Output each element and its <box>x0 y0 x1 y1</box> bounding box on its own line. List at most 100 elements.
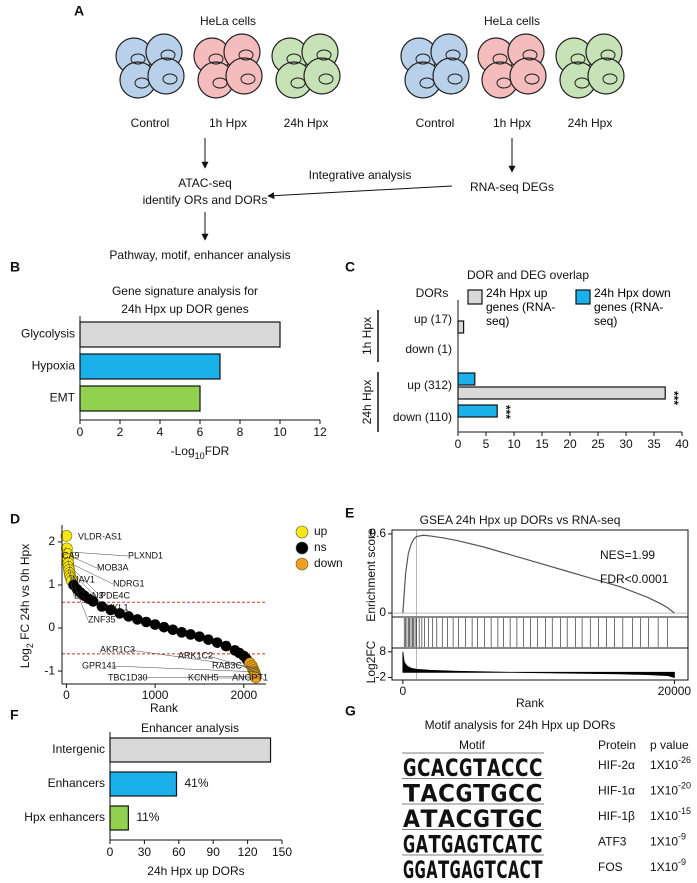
gene-label: UKL1 <box>106 602 129 612</box>
motif-letter: C <box>438 780 455 808</box>
leader-line <box>129 649 259 669</box>
panel-label: G <box>345 703 356 719</box>
y-tick-label: -2 <box>375 670 386 684</box>
x-tick-label: 5 <box>483 437 490 451</box>
legend-entry: 24h Hpx up genes (RNA-seq) <box>486 286 555 328</box>
y-tick-label: 2 <box>48 534 55 548</box>
nucleus <box>316 49 332 61</box>
x-tick-label: 0 <box>63 688 70 702</box>
x-axis-label-part: -Log <box>171 444 195 458</box>
motif-letter: G <box>450 856 461 883</box>
nucleus <box>238 49 254 61</box>
x-tick-label: 10 <box>273 425 287 439</box>
bar <box>457 320 465 334</box>
p-value-base: 1X10 <box>650 835 678 849</box>
diagram-step: identify ORs and DORs <box>143 193 268 207</box>
motif-letter: G <box>473 805 490 833</box>
nucleus <box>570 53 586 65</box>
x-tick-label: 6 <box>197 425 204 439</box>
point <box>123 611 134 622</box>
x-axis-label: 24h Hpx up DORs <box>147 864 244 878</box>
x-tick-label: 25 <box>591 437 605 451</box>
x-axis-label-part: FDR <box>205 444 230 458</box>
nucleus <box>602 73 618 85</box>
motif-letter: C <box>526 805 543 833</box>
x-axis-label: -Log10FDR <box>171 444 230 461</box>
motif-letter: C <box>456 805 473 833</box>
motif-letter: C <box>496 856 507 883</box>
motif-letter: G <box>473 856 484 883</box>
condition-label: 24h Hpx <box>284 116 329 130</box>
protein: HIF-1α <box>598 784 635 798</box>
motif-letter: T <box>479 831 492 859</box>
condition-label: 24h Hpx <box>568 116 613 130</box>
table-title: Motif analysis for 24h Hpx up DORs <box>425 718 616 732</box>
nucleus <box>318 73 334 85</box>
nucleus <box>240 73 256 85</box>
motif-letter: C <box>515 754 529 782</box>
leader-line <box>111 665 261 673</box>
y-tick-label: 0 <box>48 620 55 634</box>
diagram-step: RNA-seq DEGs <box>470 180 554 194</box>
category-label: Hypoxia <box>32 359 76 373</box>
y-tick-label: 1 <box>48 577 55 591</box>
point <box>194 631 205 642</box>
p-value-exponent: -9 <box>678 832 686 842</box>
significance: *** <box>499 405 513 419</box>
x-tick-label: 15 <box>535 437 549 451</box>
bar <box>457 372 476 386</box>
point <box>158 621 170 633</box>
motif-letter: C <box>417 754 431 782</box>
x-tick-label: 2000 <box>230 688 257 702</box>
motif-letter: T <box>491 805 509 833</box>
motif-letter: T <box>485 856 497 883</box>
table-header: Protein <box>598 738 636 752</box>
bar <box>79 385 201 412</box>
legend-label: up <box>314 524 328 538</box>
protein: ATF3 <box>598 835 627 849</box>
nucleus <box>134 77 150 89</box>
motif-letter: C <box>520 856 531 883</box>
legend-swatch <box>467 289 483 305</box>
gene-label: EGLN3 <box>74 590 104 600</box>
chart-title: 24h Hpx up DOR genes <box>121 302 248 316</box>
gene-label: MOB3A <box>97 562 129 572</box>
motif-letter: A <box>505 831 518 859</box>
motif-letter: C <box>526 780 543 808</box>
panel-label: E <box>345 505 354 521</box>
table-header: p value <box>650 738 689 752</box>
motif-letter: G <box>508 805 525 833</box>
category-label: EMT <box>50 391 76 405</box>
motif-letter: A <box>421 780 438 808</box>
y-tick-label: 0.6 <box>369 526 386 540</box>
point <box>176 627 188 638</box>
panel-label: B <box>10 259 20 275</box>
bar <box>109 771 178 797</box>
x-axis-label: Rank <box>150 701 179 715</box>
nucleus <box>445 49 461 61</box>
cell <box>225 57 263 95</box>
stat-annotation: FDR<0.0001 <box>600 572 669 586</box>
motif-letter: G <box>441 831 453 859</box>
y-axis-label-part: Log <box>18 648 32 668</box>
x-tick-label: 12 <box>313 425 327 439</box>
panel-label: F <box>10 707 19 723</box>
leader-line <box>241 665 261 675</box>
p-value-exponent: -9 <box>678 857 686 867</box>
y-tick-label: 8 <box>379 644 386 658</box>
x-tick-label: 1000 <box>142 688 169 702</box>
legend-entry: 24h Hpx down genes (RNA-seq) <box>594 286 671 328</box>
nucleus <box>290 77 306 89</box>
x-tick-label: 30 <box>138 845 152 859</box>
motif-letter: G <box>456 780 473 808</box>
nucleus <box>574 77 590 89</box>
motif-letter: T <box>473 754 487 782</box>
p-value-exponent: -26 <box>678 755 691 765</box>
p-value: 1X10-9 <box>650 832 686 849</box>
motif-letter: A <box>461 856 472 883</box>
x-tick-label: 60 <box>172 845 186 859</box>
p-value: 1X10-15 <box>650 806 691 823</box>
nucleus <box>524 73 540 85</box>
gene-label: ZNF35 <box>88 614 116 624</box>
p-value-base: 1X10 <box>650 784 678 798</box>
